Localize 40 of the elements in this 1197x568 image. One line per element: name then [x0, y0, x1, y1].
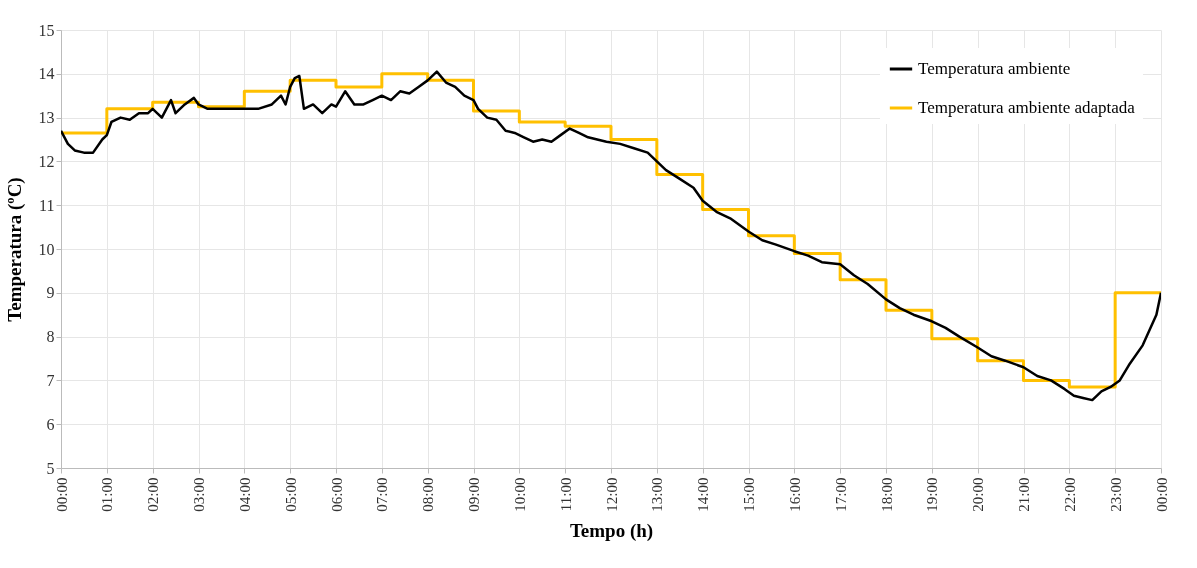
x-tick-label: 12:00 [603, 477, 620, 512]
x-tick-label: 02:00 [145, 477, 162, 512]
x-tick-label: 11:00 [557, 477, 574, 512]
y-tick-label: 7 [46, 371, 55, 389]
x-tick-label: 15:00 [741, 477, 757, 512]
x-tick-label: 00:00 [53, 477, 70, 512]
y-tick-label: 15 [38, 21, 55, 39]
x-tick-label: 22:00 [1061, 477, 1078, 512]
y-tick-label: 10 [38, 240, 55, 258]
y-axis-title: Temperatura (ºC) [3, 177, 26, 322]
y-tick-label: 12 [38, 152, 55, 170]
x-tick-label: 20:00 [970, 477, 987, 512]
x-tick-label: 16:00 [786, 477, 803, 512]
legend-label: Temperatura ambiente [918, 59, 1071, 78]
y-tick-label: 9 [46, 284, 55, 302]
x-tick-label: 00:00 [1153, 477, 1170, 512]
x-tick-label: 10:00 [511, 477, 528, 512]
x-axis-title: Tempo (h) [569, 519, 654, 542]
x-tick-label: 19:00 [924, 477, 941, 512]
x-tick-label: 21:00 [1016, 477, 1032, 512]
x-tick-label: 23:00 [1107, 477, 1124, 512]
x-tick-label: 13:00 [649, 477, 666, 512]
x-tick-label: 09:00 [466, 477, 482, 512]
x-tick-label: 05:00 [282, 477, 299, 512]
y-tick-label: 11 [39, 196, 55, 214]
x-tick-label: 01:00 [99, 477, 116, 512]
y-tick-label: 8 [46, 328, 55, 346]
y-tick-label: 14 [38, 65, 55, 83]
x-tick-label: 18:00 [878, 477, 895, 512]
x-tick-label: 07:00 [374, 477, 391, 512]
x-tick-label: 17:00 [832, 477, 849, 512]
y-tick-label: 13 [38, 109, 55, 127]
legend-label: Temperatura ambiente adaptada [918, 98, 1136, 117]
y-tick-label: 5 [46, 459, 55, 477]
x-tick-label: 08:00 [420, 477, 437, 512]
x-tick-label: 03:00 [191, 477, 207, 512]
x-tick-label: 06:00 [328, 477, 345, 512]
x-tick-label: 04:00 [236, 477, 253, 512]
x-tick-label: 14:00 [695, 477, 712, 512]
y-tick-label: 6 [46, 415, 55, 433]
